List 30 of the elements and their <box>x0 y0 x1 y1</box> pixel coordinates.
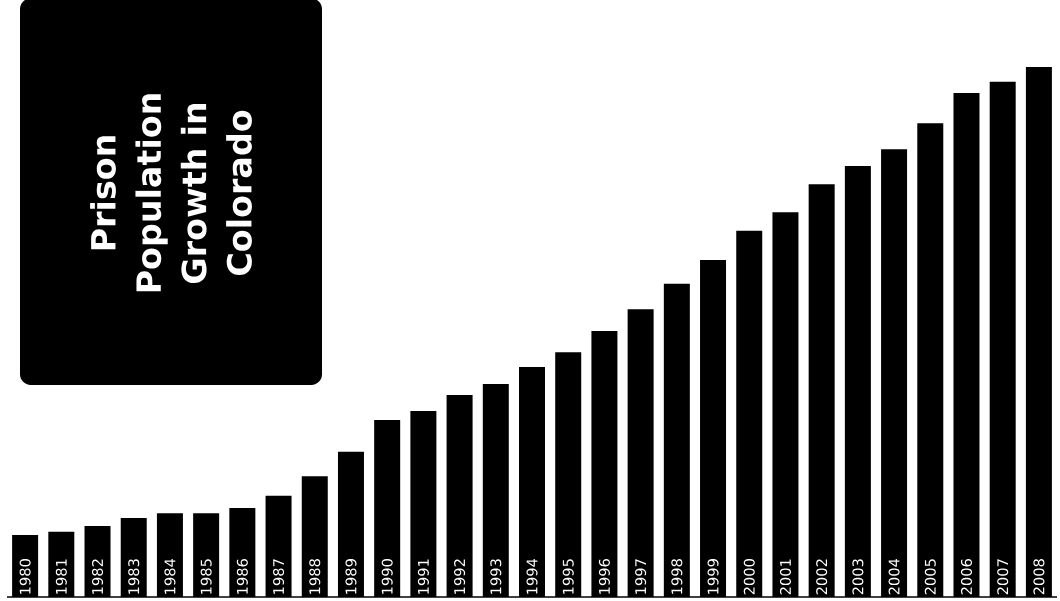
x-tick-label: 2001 <box>779 559 791 595</box>
x-tick-label: 2005 <box>924 559 936 595</box>
x-tick-label: 1998 <box>671 559 683 594</box>
x-tick-label: 1992 <box>454 559 466 594</box>
x-tick-label: 2008 <box>1033 559 1045 595</box>
x-tick-label: 1994 <box>526 558 538 594</box>
text: Prison Population Growth in Colorado <box>90 94 252 292</box>
x-tick-label: 1986 <box>236 559 248 594</box>
x-tick-label: 1990 <box>381 559 393 594</box>
x-tick-label: 1997 <box>635 559 647 594</box>
x-tick-label: 1984 <box>164 558 176 594</box>
x-tick-label: 1993 <box>490 559 502 594</box>
x-tick-label: 1981 <box>55 559 67 594</box>
x-tick-label: 1999 <box>707 559 719 594</box>
x-tick-label: 2002 <box>816 559 828 595</box>
x-tick-label: 2006 <box>960 559 973 595</box>
x-tick-label: 1991 <box>417 559 429 594</box>
x-tick-label: 1988 <box>309 559 321 594</box>
x-tick-label: 1987 <box>273 559 285 594</box>
x-tick-label: 1989 <box>345 559 357 594</box>
x-tick-label: 1985 <box>200 559 212 594</box>
x-tick-label: 2003 <box>852 559 864 595</box>
x-tick-label: 2007 <box>997 559 1009 595</box>
x-tick-label: 1982 <box>91 559 104 594</box>
x-tick-label: 1995 <box>562 559 574 594</box>
x-tick-label: 1996 <box>598 559 610 594</box>
x-tick-label: 2004 <box>888 558 900 595</box>
x-tick-label: 1983 <box>128 559 140 594</box>
x-tick-label: 1980 <box>19 559 31 594</box>
x-tick-label: 2000 <box>743 559 755 595</box>
